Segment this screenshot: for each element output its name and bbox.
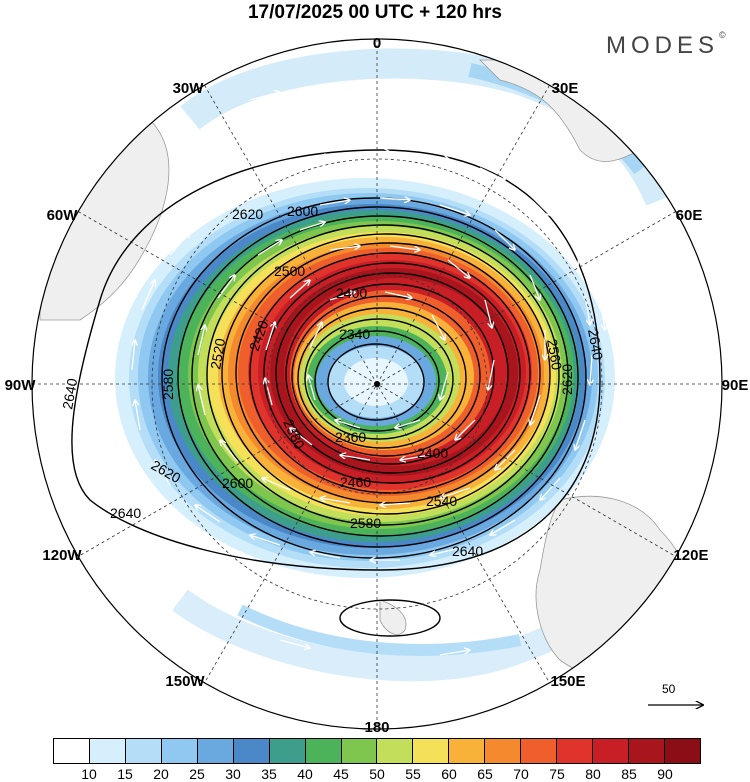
colorbar-swatch: [89, 739, 126, 763]
lon-label-60w: 60W: [47, 207, 79, 224]
contour-label: 2460: [340, 474, 371, 490]
south-pole-marker: [374, 381, 380, 387]
contour-label: 2620: [232, 206, 263, 222]
colorbar-swatch: [629, 739, 665, 763]
colorbar-swatch: [413, 739, 450, 763]
contour-label: 2620: [559, 364, 575, 395]
contour-label: 2640: [110, 505, 141, 521]
contour-label: 2600: [287, 203, 318, 219]
colorbar-swatch: [557, 739, 594, 763]
map-border: [31, 38, 723, 730]
lon-label-180: 180: [364, 719, 389, 735]
colorbar-label: 10: [81, 766, 97, 782]
colorbar-label: 20: [153, 766, 169, 782]
colorbar-label: 30: [225, 766, 241, 782]
lon-label-150w: 150W: [165, 673, 205, 690]
contour-label: 2400: [336, 285, 367, 301]
outer-band-arc: [237, 604, 522, 656]
colorbar-label: 90: [657, 766, 673, 782]
colorbar-swatch: [54, 739, 90, 763]
colorbar-swatch: [664, 739, 700, 763]
colorbar-label: 70: [513, 766, 529, 782]
contour-label: 2520: [207, 337, 228, 371]
contour-label: 2600: [222, 475, 253, 491]
contour-label: 2580: [160, 369, 176, 400]
colorbar-swatch: [521, 739, 558, 763]
lon-label-120e: 120E: [673, 547, 708, 564]
contour-label: 2400: [417, 445, 448, 461]
lon-label-150e: 150E: [550, 673, 585, 690]
modes-logo: MODES©: [606, 30, 726, 60]
colorbar-swatch: [125, 739, 162, 763]
colorbar-label: 15: [117, 766, 133, 782]
colorbar-labels: 10 15 20 25 30 35 40 45 50 55 60 65 70 75 80 85 90: [53, 766, 701, 782]
colorbar-label: 55: [405, 766, 421, 782]
lon-label-30w: 30W: [173, 80, 205, 97]
colorbar-swatch: [161, 739, 198, 763]
colorbar-swatch: [593, 739, 629, 763]
contour-label: 2560: [544, 338, 565, 372]
colorbar-label: 65: [477, 766, 493, 782]
colorbar-swatch: [305, 739, 342, 763]
logo-text: MODES: [606, 32, 720, 59]
colorbar-label: 80: [585, 766, 601, 782]
colorbar-label: 75: [549, 766, 565, 782]
colorbar: [53, 738, 701, 764]
colorbar-label: 85: [621, 766, 637, 782]
colorbar-label: 45: [333, 766, 349, 782]
colorbar-label: 50: [369, 766, 385, 782]
colorbar-label: 25: [189, 766, 205, 782]
contour-label: 2340: [339, 326, 370, 342]
contour-label: 2640: [59, 377, 80, 411]
lon-label-60e: 60E: [676, 207, 703, 224]
contour-label: 2540: [426, 493, 457, 509]
polar-map: 2340 2360 2380 2400 2400 2420 2460 2500 …: [5, 35, 749, 735]
lon-label-90e: 90E: [722, 377, 749, 394]
height-contours: [71, 149, 601, 637]
colorbar-swatch: [341, 739, 378, 763]
colorbar-swatch: [233, 739, 270, 763]
colorbar-label: 60: [441, 766, 457, 782]
contour-label: 2360: [335, 429, 366, 445]
colorbar-swatch: [377, 739, 414, 763]
contour-label: 2640: [452, 543, 483, 559]
contour-label: 2580: [350, 515, 381, 531]
colorbar-label: 40: [297, 766, 313, 782]
lon-label-30e: 30E: [552, 80, 579, 97]
contour-label: 2640: [585, 328, 606, 362]
longitude-labels: 0 30E 60E 90E 120E 150E 180 150W 120W 90…: [5, 35, 749, 735]
contour-label: 2500: [274, 263, 305, 279]
lon-label-120w: 120W: [42, 547, 82, 564]
copyright-mark: ©: [719, 30, 726, 40]
colorbar-swatch: [269, 739, 306, 763]
colorbar-swatch: [485, 739, 522, 763]
lon-label-90w: 90W: [5, 377, 37, 394]
colorbar-label: 35: [261, 766, 277, 782]
colorbar-swatch: [449, 739, 486, 763]
reference-vector-label: 50: [662, 682, 676, 696]
map-title: 17/07/2025 00 UTC + 120 hrs: [247, 2, 503, 23]
lon-label-0: 0: [373, 35, 381, 52]
colorbar-swatch: [197, 739, 234, 763]
